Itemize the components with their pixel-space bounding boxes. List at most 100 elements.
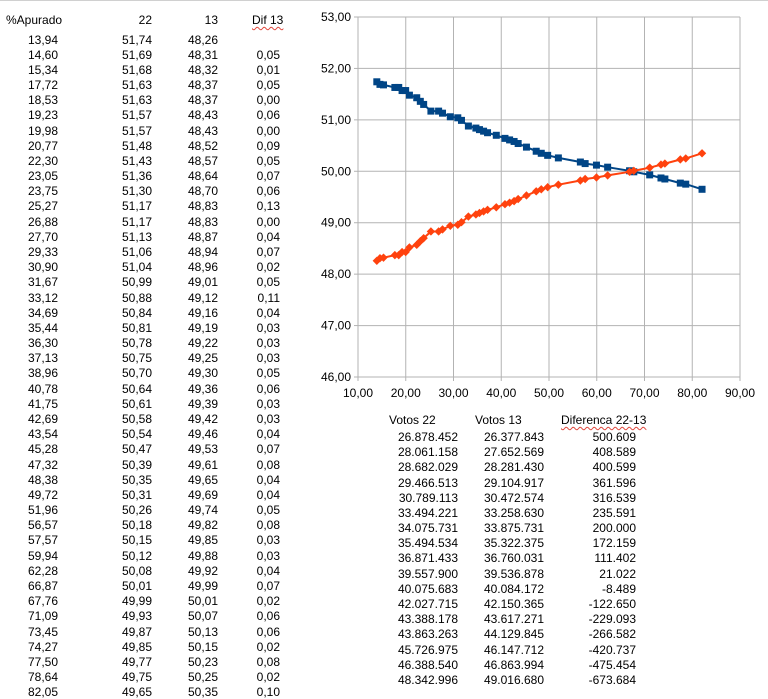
cell-13[interactable]: 48,96	[187, 260, 218, 275]
cell-22[interactable]: 51,68	[121, 62, 152, 77]
cell-apurado[interactable]: 62,28	[27, 563, 58, 578]
cell-22[interactable]: 51,06	[121, 245, 152, 260]
cell-13[interactable]: 49,30	[187, 366, 218, 381]
cell-apurado[interactable]: 25,27	[27, 199, 58, 214]
cell-apurado[interactable]: 59,94	[27, 548, 58, 563]
cell-13[interactable]: 48,83	[187, 214, 218, 229]
cell-22[interactable]: 51,30	[121, 184, 152, 199]
cell-22[interactable]: 50,84	[121, 305, 152, 320]
cell-votos-13[interactable]: 28.281.430	[483, 460, 544, 475]
cell-apurado[interactable]: 26,88	[27, 214, 58, 229]
cell-dif[interactable]: 0,07	[256, 169, 280, 184]
cell-apurado[interactable]: 37,13	[27, 351, 58, 366]
cell-22[interactable]: 50,35	[121, 472, 152, 487]
cell-apurado[interactable]: 23,75	[27, 184, 58, 199]
cell-22[interactable]: 50,54	[121, 427, 152, 442]
cell-22[interactable]: 51,48	[121, 138, 152, 153]
cell-votos-13[interactable]: 33.875.731	[483, 521, 544, 536]
cell-votos-13[interactable]: 43.617.271	[483, 612, 544, 627]
cell-dif[interactable]: 0,06	[256, 184, 280, 199]
cell-dif[interactable]: 0,05	[256, 47, 280, 62]
cell-diferenca[interactable]: -229.093	[588, 612, 636, 627]
cell-votos-22[interactable]: 46.388.540	[397, 657, 458, 672]
cell-22[interactable]: 51,63	[121, 93, 152, 108]
cell-dif[interactable]: 0,04	[256, 305, 280, 320]
cell-apurado[interactable]: 15,34	[27, 62, 58, 77]
cell-diferenca[interactable]: 316.539	[592, 490, 636, 505]
cell-dif[interactable]: 0,08	[256, 457, 280, 472]
cell-13[interactable]: 49,69	[187, 487, 218, 502]
cell-diferenca[interactable]: 235.591	[592, 505, 636, 520]
cell-dif[interactable]: 0,02	[256, 260, 280, 275]
cell-22[interactable]: 50,78	[121, 336, 152, 351]
cell-13[interactable]: 48,32	[187, 62, 218, 77]
cell-dif[interactable]: 0,06	[256, 609, 280, 624]
cell-apurado[interactable]: 30,90	[27, 260, 58, 275]
cell-13[interactable]: 49,74	[187, 503, 218, 518]
cell-13[interactable]: 50,35	[187, 685, 218, 699]
cell-apurado[interactable]: 78,64	[27, 670, 58, 685]
cell-votos-22[interactable]: 30.789.113	[398, 490, 458, 505]
cell-apurado[interactable]: 18,53	[27, 93, 58, 108]
cell-apurado[interactable]: 40,78	[27, 381, 58, 396]
header-votos-13[interactable]: Votos 13	[475, 413, 522, 427]
cell-votos-13[interactable]: 36.760.031	[483, 551, 544, 566]
cell-13[interactable]: 49,39	[187, 396, 218, 411]
cell-votos-13[interactable]: 44.129.845	[483, 627, 544, 642]
cell-diferenca[interactable]: -475.454	[588, 657, 636, 672]
header-apurado[interactable]: %Apurado	[6, 13, 63, 27]
cell-dif[interactable]: 0,03	[256, 548, 280, 563]
cell-dif[interactable]: 0,13	[256, 199, 280, 214]
cell-13[interactable]: 49,19	[187, 320, 218, 335]
cell-apurado[interactable]: 74,27	[27, 639, 58, 654]
cell-22[interactable]: 50,18	[121, 518, 152, 533]
header-dif[interactable]: Dif 13	[252, 13, 283, 27]
cell-22[interactable]: 51,36	[121, 169, 152, 184]
cell-13[interactable]: 48,31	[187, 47, 218, 62]
cell-diferenca[interactable]: 500.609	[592, 430, 636, 444]
cell-22[interactable]: 51,69	[121, 47, 152, 62]
cell-13[interactable]: 49,01	[187, 275, 218, 290]
cell-apurado[interactable]: 48,38	[27, 472, 58, 487]
cell-apurado[interactable]: 29,33	[27, 245, 58, 260]
cell-13[interactable]: 49,46	[187, 427, 218, 442]
cell-22[interactable]: 50,64	[121, 381, 152, 396]
cell-votos-13[interactable]: 46.147.712	[483, 642, 544, 657]
cell-apurado[interactable]: 33,12	[27, 290, 58, 305]
cell-22[interactable]: 51,43	[121, 153, 152, 168]
cell-votos-13[interactable]: 42.150.365	[483, 596, 544, 611]
cell-dif[interactable]: 0,04	[256, 229, 280, 244]
cell-13[interactable]: 49,88	[187, 548, 218, 563]
cell-apurado[interactable]: 47,32	[27, 457, 58, 472]
cell-13[interactable]: 49,42	[187, 412, 218, 426]
cell-apurado[interactable]: 45,28	[27, 442, 58, 457]
cell-votos-13[interactable]: 33.258.630	[483, 505, 544, 520]
cell-apurado[interactable]: 41,75	[27, 396, 58, 411]
cell-dif[interactable]: 0,03	[256, 396, 280, 411]
cell-apurado[interactable]: 14,60	[27, 47, 58, 62]
cell-22[interactable]: 51,13	[121, 229, 152, 244]
cell-13[interactable]: 49,92	[187, 563, 218, 578]
cell-dif[interactable]: 0,04	[256, 472, 280, 487]
cell-13[interactable]: 48,37	[187, 78, 218, 93]
cell-13[interactable]: 48,26	[187, 32, 218, 47]
cell-votos-13[interactable]: 49.016.680	[483, 672, 544, 687]
cell-13[interactable]: 48,70	[187, 184, 218, 199]
cell-22[interactable]: 50,01	[121, 578, 152, 593]
cell-votos-22[interactable]: 28.061.158	[397, 445, 458, 460]
cell-diferenca[interactable]: 361.596	[592, 475, 636, 490]
cell-dif[interactable]: 0,03	[256, 351, 280, 366]
cell-dif[interactable]: 0,05	[256, 153, 280, 168]
cell-dif[interactable]: 0,02	[256, 639, 280, 654]
cell-votos-22[interactable]: 43.388.178	[397, 612, 458, 627]
cell-dif[interactable]: 0,10	[256, 685, 280, 699]
cell-dif[interactable]: 0,00	[256, 93, 280, 108]
cell-22[interactable]: 49,65	[121, 685, 152, 699]
cell-13[interactable]: 48,94	[187, 245, 218, 260]
cell-dif[interactable]: 0,04	[256, 487, 280, 502]
cell-13[interactable]: 49,36	[187, 381, 218, 396]
cell-22[interactable]: 51,17	[121, 214, 152, 229]
cell-dif[interactable]: 0,03	[256, 320, 280, 335]
cell-apurado[interactable]: 23,05	[27, 169, 58, 184]
cell-dif[interactable]: 0,08	[256, 518, 280, 533]
